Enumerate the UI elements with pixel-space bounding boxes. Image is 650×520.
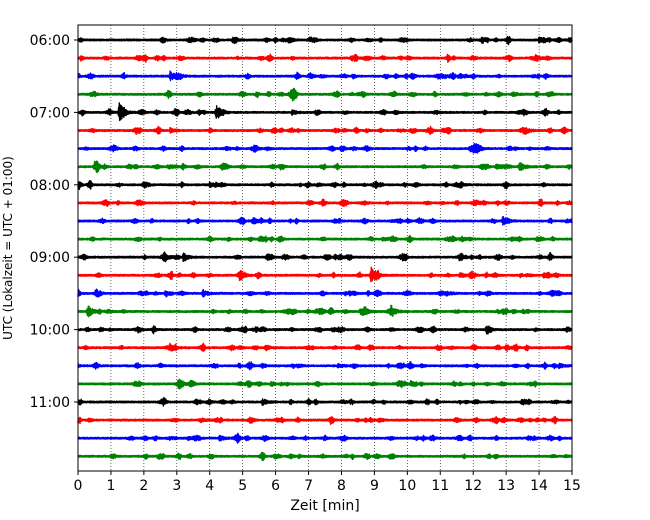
seismic-trace — [77, 251, 573, 263]
seismic-trace — [77, 288, 573, 298]
x-tick-label: 14 — [530, 478, 548, 494]
y-tick-label: 07:00 — [30, 105, 70, 121]
x-tick-label: 2 — [139, 478, 148, 494]
x-tick-label: 7 — [304, 478, 313, 494]
seismic-trace — [77, 35, 573, 46]
y-axis-ticks: 06:00 07:00 08:00 09:00 10:00 11:00 — [30, 33, 78, 411]
x-tick-label: 9 — [370, 478, 379, 494]
seismic-trace — [77, 432, 573, 444]
seismic-trace — [77, 415, 573, 426]
x-tick-label: 15 — [563, 478, 581, 494]
seismic-trace — [77, 234, 573, 244]
x-tick-label: 13 — [497, 478, 515, 494]
seismic-trace — [77, 342, 573, 352]
seismic-trace — [77, 304, 573, 318]
seismic-trace — [77, 87, 573, 102]
y-tick-label: 11:00 — [30, 395, 70, 411]
plot-frame — [77, 24, 573, 472]
x-axis-ticks: 0 1 2 3 4 5 6 7 8 9 10 11 12 13 14 15 — [74, 471, 581, 494]
seismic-trace — [77, 70, 573, 82]
seismic-trace — [77, 160, 573, 174]
seismic-trace — [77, 180, 573, 190]
x-tick-label: 3 — [172, 478, 181, 494]
x-tick-label: 11 — [431, 478, 449, 494]
seismic-trace — [77, 396, 573, 407]
grid-lines — [110, 25, 540, 471]
seismic-trace — [77, 142, 573, 154]
x-tick-label: 12 — [464, 478, 482, 494]
x-tick-label: 4 — [205, 478, 214, 494]
x-axis-label: Zeit [min] — [290, 498, 359, 514]
x-tick-label: 0 — [74, 478, 83, 494]
seismic-trace — [77, 198, 573, 208]
x-tick-label: 10 — [398, 478, 416, 494]
seismic-trace — [77, 266, 573, 283]
y-tick-label: 10:00 — [30, 323, 70, 339]
seismic-trace — [77, 378, 573, 390]
y-tick-label: 06:00 — [30, 33, 70, 49]
seismic-trace — [77, 325, 573, 335]
x-tick-label: 6 — [271, 478, 280, 494]
x-tick-label: 5 — [238, 478, 247, 494]
x-tick-label: 1 — [106, 478, 115, 494]
seismic-traces — [77, 35, 573, 462]
x-tick-label: 8 — [337, 478, 346, 494]
seismic-trace — [77, 53, 573, 63]
seismic-trace — [77, 361, 573, 371]
y-tick-label: 09:00 — [30, 250, 70, 266]
y-tick-label: 08:00 — [30, 178, 70, 194]
y-axis-label: UTC (Lokalzeit = UTC + 01:00) — [1, 156, 15, 340]
seismic-trace — [77, 451, 573, 462]
seismic-trace — [77, 102, 573, 122]
seismic-trace — [77, 215, 573, 226]
seismic-trace — [77, 125, 573, 136]
